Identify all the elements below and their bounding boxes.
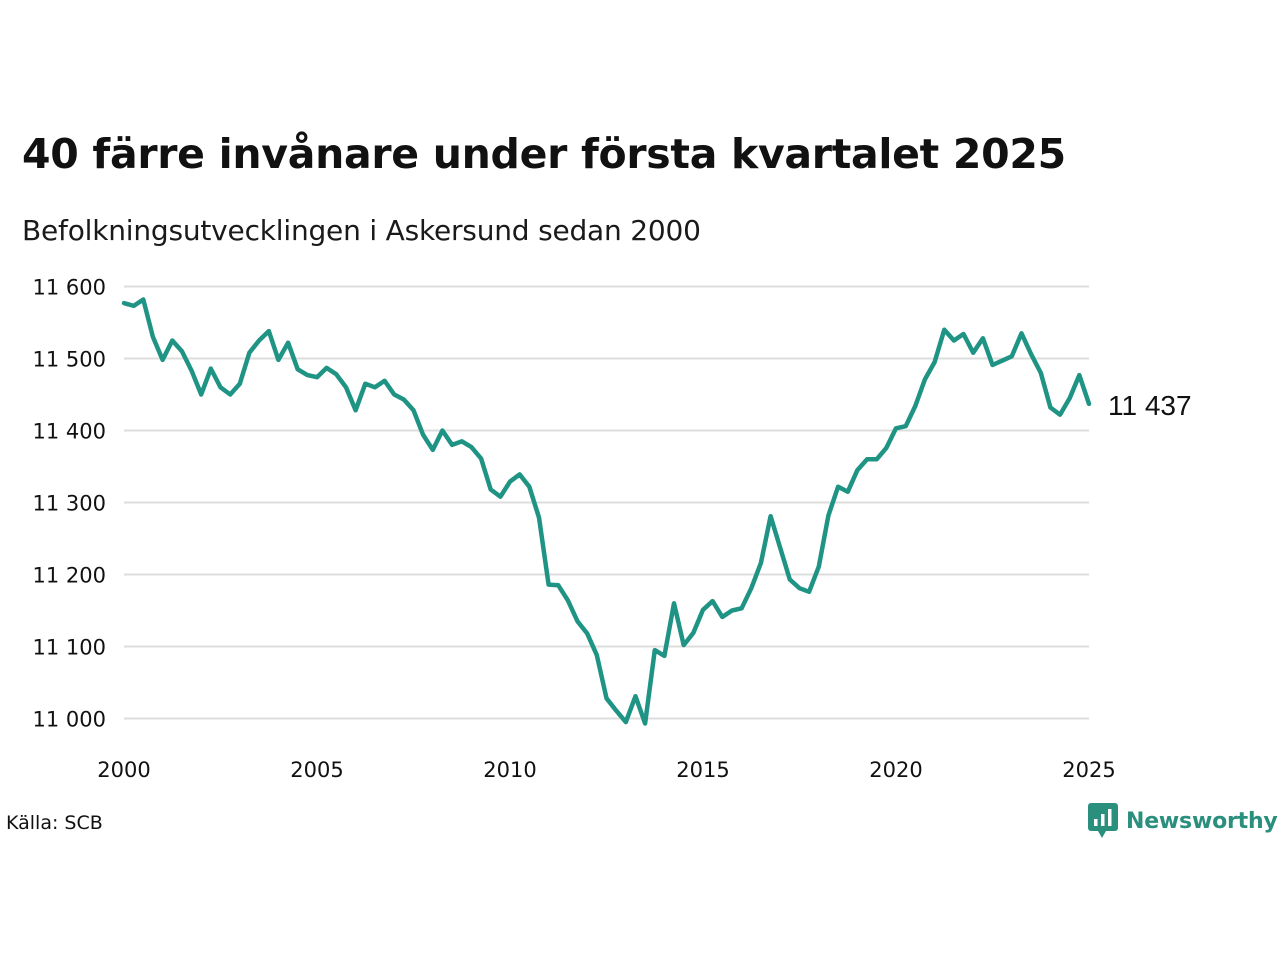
- source-note: Källa: SCB: [6, 812, 103, 834]
- chart-subtitle: Befolkningsutvecklingen i Askersund seda…: [22, 214, 701, 247]
- y-axis-ticks: 11 000 11 100 11 200 11 300 11 400 11 500 11 6…: [33, 276, 106, 732]
- y-tick-label: 11 400: [33, 420, 106, 444]
- series-line: [121, 297, 1092, 726]
- x-tick-label: 2025: [1062, 758, 1115, 782]
- y-tick-label: 11 300: [33, 492, 106, 516]
- end-label-layer: 11 437: [1108, 390, 1192, 421]
- x-tick-label: 2010: [483, 758, 536, 782]
- brand-name: Newsworthy: [1126, 808, 1278, 834]
- y-tick-label: 11 000: [33, 708, 106, 732]
- y-tick-label: 11 500: [33, 348, 106, 372]
- x-tick-label: 2005: [290, 758, 343, 782]
- grid-lines: [124, 285, 1089, 720]
- x-tick-label: 2015: [676, 758, 729, 782]
- x-tick-label: 2000: [97, 758, 150, 782]
- end-value-label: 11 437: [1108, 390, 1192, 421]
- brand-logo: Newsworthy: [1088, 803, 1278, 839]
- series-layer: [121, 297, 1092, 726]
- x-tick-label: 2020: [869, 758, 922, 782]
- chart-title: 40 färre invånare under första kvartalet…: [22, 130, 1066, 178]
- y-tick-label: 11 100: [33, 636, 106, 660]
- y-tick-label: 11 200: [33, 564, 106, 588]
- x-axis-ticks: 2000 2005 2010 2015 2020 2025: [97, 758, 1115, 782]
- y-tick-label: 11 600: [33, 276, 106, 300]
- newsworthy-logo-icon: [1088, 803, 1118, 838]
